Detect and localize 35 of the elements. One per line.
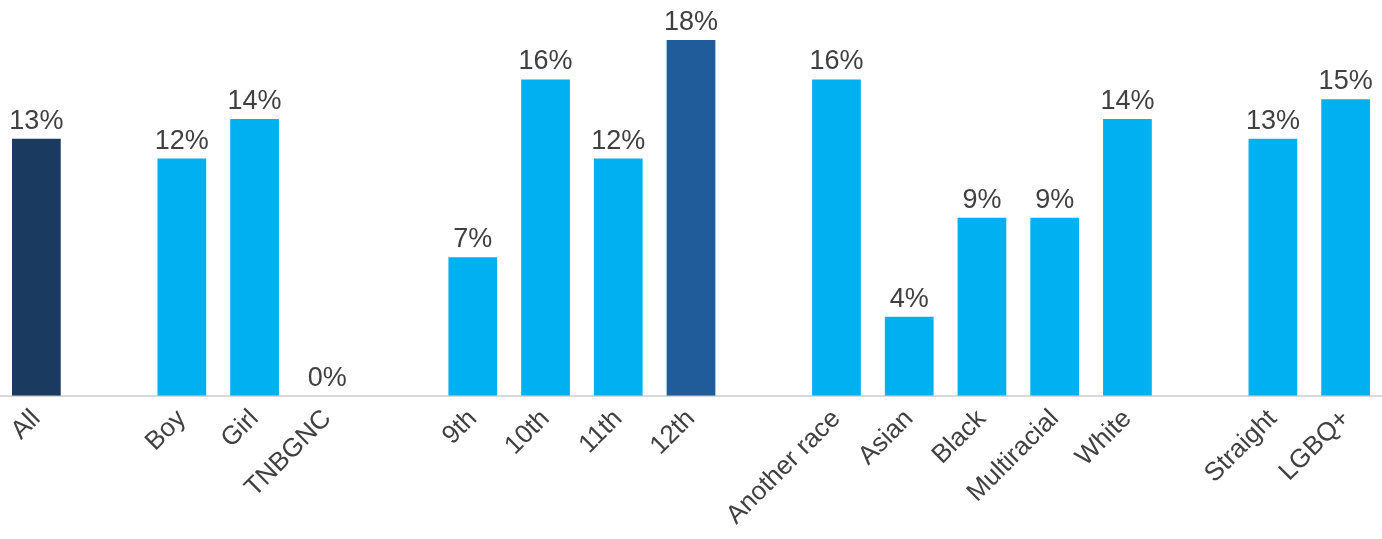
x-tick-label: 11th <box>571 402 628 459</box>
x-tick-label: 9th <box>435 402 483 450</box>
bar <box>157 158 207 396</box>
data-label: 16% <box>518 45 573 76</box>
bar <box>230 119 279 396</box>
bar <box>448 257 498 396</box>
bar <box>521 79 570 396</box>
data-label: 12% <box>591 124 646 155</box>
data-label: 7% <box>453 223 493 254</box>
bar <box>593 158 643 396</box>
data-label: 13% <box>9 104 64 135</box>
data-label: 16% <box>809 45 864 76</box>
bar <box>1103 119 1152 396</box>
data-label: 9% <box>1035 183 1075 214</box>
data-label: 4% <box>889 282 929 313</box>
bar <box>1248 138 1298 396</box>
x-tick-label: 12th <box>643 402 701 460</box>
bar <box>957 217 1007 396</box>
bar <box>1030 217 1080 396</box>
data-label: 13% <box>1245 104 1300 135</box>
data-label: 18% <box>663 5 719 36</box>
x-tick-label: 10th <box>497 402 555 460</box>
bar <box>12 138 61 396</box>
data-label: 14% <box>227 84 282 115</box>
data-label: 15% <box>1318 65 1373 96</box>
bar <box>666 40 716 396</box>
data-label: 14% <box>1100 84 1155 115</box>
bar <box>1321 99 1370 396</box>
data-label: 0% <box>307 361 347 392</box>
x-tick-label: Boy <box>138 402 192 456</box>
bar <box>884 316 934 396</box>
x-tick-label: All <box>4 402 46 445</box>
data-label: 9% <box>962 183 1002 214</box>
data-label: 12% <box>154 124 209 155</box>
bar <box>812 79 861 396</box>
